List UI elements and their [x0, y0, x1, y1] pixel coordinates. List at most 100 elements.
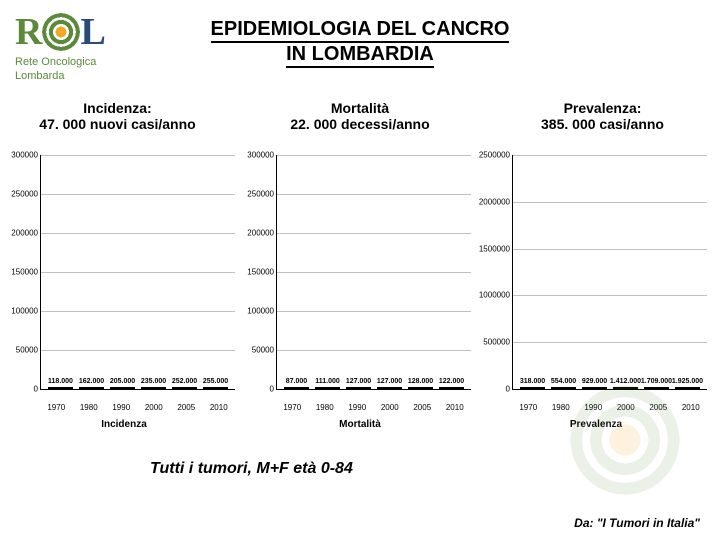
bar-value-label: 205.000: [110, 378, 135, 385]
y-tick-label: 100000: [11, 306, 38, 315]
x-tick-label: 1970: [512, 403, 545, 412]
y-tick-label: 150000: [247, 268, 274, 277]
page-title: EPIDEMIOLOGIA DEL CANCRO IN LOMBARDIA: [170, 18, 550, 68]
bar-value-label: 255.000: [203, 378, 228, 385]
bar-wrap: 255.000: [200, 387, 231, 389]
chart-header-subtitle: 385. 000 casi/anno: [485, 116, 720, 132]
y-tick-label: 300000: [247, 151, 274, 160]
x-tick-label: 1990: [105, 403, 138, 412]
bar-wrap: 122.000: [436, 387, 467, 389]
y-tick-label: 0: [34, 385, 38, 394]
y-tick-label: 1500000: [479, 244, 510, 253]
x-tick-label: 2000: [138, 403, 171, 412]
chart-header: Mortalità22. 000 decessi/anno: [235, 100, 485, 132]
bar-value-label: 122.000: [439, 378, 464, 385]
y-tick-label: 0: [506, 385, 510, 394]
brand-logo: R L Rete Oncologica Lombarda: [15, 10, 106, 82]
bar-chart: N. Nuovi casi per anno050000100000150000…: [8, 150, 240, 430]
bar-value-label: 929.000: [582, 378, 607, 385]
bar: 255.000: [203, 387, 227, 389]
x-tick-row: 197019801990200020052010: [40, 403, 235, 412]
bar-wrap: 205.000: [107, 387, 138, 389]
x-tick-label: 2005: [406, 403, 439, 412]
chart-header-title: Prevalenza:: [485, 100, 720, 116]
x-tick-label: 1990: [341, 403, 374, 412]
bar-chart: N. persone con passato oncologico negli …: [480, 150, 712, 430]
bar-wrap: 127.000: [343, 387, 374, 389]
logo-subtitle-1: Rete Oncologica: [15, 56, 106, 68]
bar-value-label: 1.412.000: [610, 378, 641, 385]
bar-chart: N. decessi per anno050000100000150000200…: [244, 150, 476, 430]
x-axis-title: Mortalità: [244, 419, 476, 430]
bar: 118.000: [48, 387, 72, 389]
bar: 127.000: [377, 387, 401, 389]
bar: 128.000: [408, 387, 432, 389]
bar-value-label: 127.000: [377, 378, 402, 385]
chart-header-subtitle: 47. 000 nuovi casi/anno: [0, 116, 235, 132]
chart-header-title: Incidenza:: [0, 100, 235, 116]
x-tick-label: 1980: [73, 403, 106, 412]
bar-wrap: 1.925.000: [672, 387, 703, 389]
bar-value-label: 1.925.000: [672, 378, 703, 385]
bar-wrap: 127.000: [374, 387, 405, 389]
y-tick-label: 0: [270, 385, 274, 394]
x-tick-label: 2010: [203, 403, 236, 412]
x-tick-label: 1970: [40, 403, 73, 412]
x-axis-title: Incidenza: [8, 419, 240, 430]
bar-value-label: 554.000: [551, 378, 576, 385]
bar: 87.000: [284, 387, 308, 389]
chart-header-subtitle: 22. 000 decessi/anno: [235, 116, 485, 132]
y-tick-label: 300000: [11, 151, 38, 160]
y-tick-label: 150000: [11, 268, 38, 277]
x-tick-label: 2005: [170, 403, 203, 412]
y-tick-label: 500000: [483, 338, 510, 347]
x-tick-label: 1980: [309, 403, 342, 412]
bar-wrap: 128.000: [405, 387, 436, 389]
bar-wrap: 118.000: [45, 387, 76, 389]
bar: 162.000: [79, 387, 103, 389]
plot-area: 050000100000150000200000250000300000118.…: [40, 155, 235, 390]
bar-value-label: 162.000: [79, 378, 104, 385]
x-tick-label: 1970: [276, 403, 309, 412]
bars-container: 87.000111.000127.000127.000128.000122.00…: [277, 155, 471, 389]
bar-wrap: 111.000: [312, 387, 343, 389]
x-tick-label: 2000: [374, 403, 407, 412]
subtitle: Tutti i tumori, M+F età 0-84: [150, 460, 353, 478]
bar-wrap: 235.000: [138, 387, 169, 389]
plot-area: 05000001000000150000020000002500000318.0…: [512, 155, 707, 390]
logo-letter-r: R: [15, 10, 42, 54]
title-line-1: EPIDEMIOLOGIA DEL CANCRO: [211, 18, 510, 43]
x-tick-label: 2010: [439, 403, 472, 412]
bar: 252.000: [172, 387, 196, 389]
chart-header: Incidenza:47. 000 nuovi casi/anno: [0, 100, 235, 132]
bar-value-label: 252.000: [172, 378, 197, 385]
x-tick-label: 1980: [545, 403, 578, 412]
y-tick-label: 250000: [11, 189, 38, 198]
y-tick-label: 250000: [247, 189, 274, 198]
y-tick-label: 200000: [247, 228, 274, 237]
x-tick-row: 197019801990200020052010: [276, 403, 471, 412]
bar-value-label: 111.000: [315, 378, 340, 385]
bars-container: 318.000554.000929.0001.412.0001.709.0001…: [513, 155, 707, 389]
y-tick-label: 200000: [11, 228, 38, 237]
bar-wrap: 318.000: [517, 387, 548, 389]
title-line-2: IN LOMBARDIA: [286, 43, 434, 68]
bars-container: 118.000162.000205.000235.000252.000255.0…: [41, 155, 235, 389]
bar-value-label: 1.709.000: [641, 378, 672, 385]
watermark-rings-icon: [570, 385, 680, 495]
source-citation: Da: "I Tumori in Italia": [574, 516, 700, 530]
bar-value-label: 235.000: [141, 378, 166, 385]
chart-headers-row: Incidenza:47. 000 nuovi casi/annoMortali…: [0, 100, 720, 132]
chart-header: Prevalenza:385. 000 casi/anno: [485, 100, 720, 132]
bar-wrap: 252.000: [169, 387, 200, 389]
y-tick-label: 100000: [247, 306, 274, 315]
y-tick-label: 50000: [252, 346, 274, 355]
bar: 554.000: [551, 387, 575, 389]
bar-wrap: 554.000: [548, 387, 579, 389]
chart-header-title: Mortalità: [235, 100, 485, 116]
bar: 127.000: [346, 387, 370, 389]
bar-value-label: 87.000: [286, 378, 307, 385]
bar-value-label: 318.000: [520, 378, 545, 385]
bar: 1.925.000: [675, 387, 699, 389]
bar-wrap: 87.000: [281, 387, 312, 389]
